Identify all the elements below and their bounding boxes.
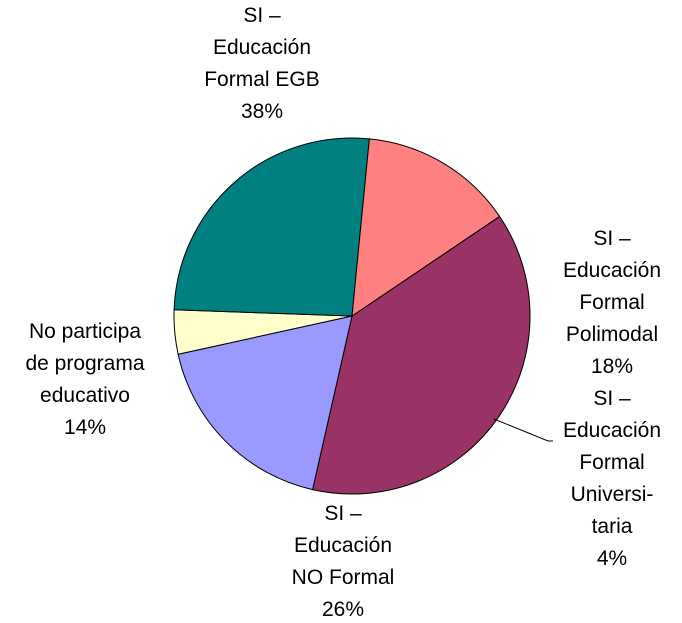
slice-label: SI – Educación NO Formal: [292, 502, 395, 589]
slice-value-label: 26%: [322, 598, 364, 621]
slice-label: SI – Educación Formal Polimodal: [563, 227, 661, 346]
slice-label: SI – Educación Formal Universi-taria: [563, 387, 661, 538]
pie-slice: [177, 315, 353, 491]
slice-value-label: 38%: [241, 100, 283, 123]
pie-slice: [173, 137, 370, 317]
pie-slice: [351, 138, 501, 318]
slice-label: SI – Educación Formal EGB: [204, 4, 320, 91]
slice-value-label: 18%: [591, 355, 633, 378]
slice-label: No participa de programa educativo: [25, 320, 144, 407]
leader-line: [493, 418, 553, 442]
slice-value-label: 14%: [64, 416, 106, 439]
pie-slice: [311, 215, 531, 495]
slice-value-label: 4%: [597, 547, 627, 570]
